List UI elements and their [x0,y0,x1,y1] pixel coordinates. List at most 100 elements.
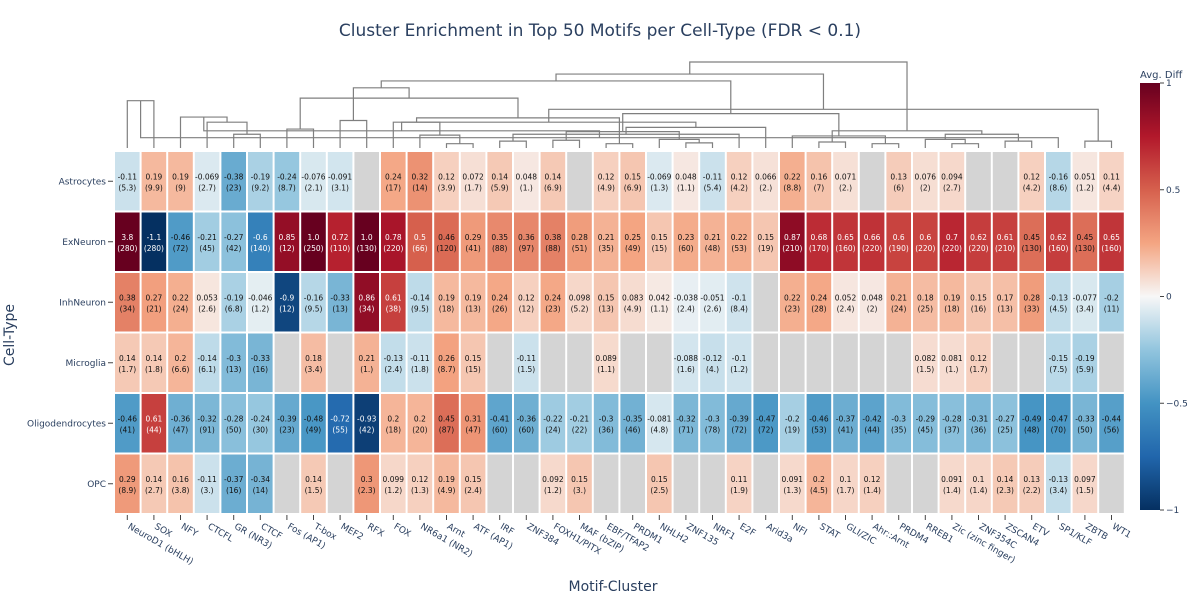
cell-value-label: -0.076 [301,172,325,181]
cell-value-label: -0.47 [756,414,776,423]
x-tick-label: STAT [817,522,841,542]
cell-count-label: (2.1) [305,183,323,192]
cell-value-label: 0.72 [332,233,349,242]
cell-value-label: -0.13 [1049,293,1069,302]
cell-count-label: (1.4) [863,486,881,495]
cell-value-label: 0.11 [731,475,748,484]
heatmap-cell [434,333,459,392]
cell-value-label: 0.16 [172,475,189,484]
x-tick-label: CTCFL [206,522,235,545]
cell-count-label: (14) [412,183,427,192]
chart-title: Cluster Enrichment in Top 50 Motifs per … [339,21,861,41]
cell-count-label: (2.6) [704,304,722,313]
cell-value-label: -0.42 [862,414,882,423]
heatmap-cell [647,273,672,332]
cell-count-label: (12) [279,304,294,313]
heatmap-cell [327,273,353,332]
cell-value-label: 0.12 [970,354,987,363]
colorbar-tick-label: 0.5 [1166,186,1180,196]
cell-value-label: 0.36 [518,233,535,242]
heatmap-cell [194,454,220,513]
cell-count-label: (4.9) [438,486,456,495]
cell-count-label: (33) [1024,304,1039,313]
cell-value-label: 1.0 [361,233,373,242]
cell-value-label: -0.39 [729,414,749,423]
cell-count-label: (2.4) [837,304,855,313]
heatmap-cell [301,454,326,513]
cell-value-label: -0.19 [1075,354,1095,363]
cell-count-label: (210) [782,244,802,253]
cell-count-label: (1.7) [970,365,988,374]
cell-count-label: (1.2) [730,365,748,374]
y-tick-label: InhNeuron [59,298,106,308]
cell-count-label: (3.9) [438,183,456,192]
cell-value-label: 0.66 [864,233,881,242]
cell-count-label: (280) [144,244,164,253]
cell-value-label: 0.15 [651,233,668,242]
cell-count-label: (9.5) [411,304,429,313]
heatmap-cell [833,394,858,453]
heatmap-cell [913,212,938,271]
cell-count-label: (36) [971,425,986,434]
heatmap-cell [992,333,1018,392]
cell-count-label: (19) [785,425,800,434]
cell-count-label: (5.9) [1076,365,1094,374]
cell-value-label: -0.051 [700,293,724,302]
cell-value-label: 0.22 [784,293,801,302]
cell-value-label: -0.2 [785,414,800,423]
heatmap-cell [753,333,778,392]
heatmap-cell [806,152,832,211]
dendrogram-link [339,119,368,148]
heatmap-cell [886,212,911,271]
cell-value-label: 0.87 [784,233,801,242]
heatmap-cell [673,454,699,513]
dendrogram-link [419,134,461,148]
heatmap-cell [221,394,246,453]
dendrogram-link [605,143,634,148]
heatmap-cell [460,394,486,453]
cell-value-label: -0.33 [1075,414,1095,423]
cell-count-label: (120) [436,244,456,253]
y-tick-label: ExNeuron [62,238,106,248]
heatmap-cell [753,273,778,332]
heatmap-cell [966,212,991,271]
cell-count-label: (4.9) [597,183,615,192]
heatmap-cell [141,212,167,271]
cell-count-label: (2.) [839,183,852,192]
heatmap-cell [859,333,885,392]
dendrogram-link [233,133,261,148]
heatmap-cell [168,394,193,453]
heatmap-cell [780,333,805,392]
cell-value-label: 0.86 [358,293,375,302]
cell-value-label: 0.076 [915,172,937,181]
cell-value-label: 0.32 [412,172,429,181]
cell-value-label: -0.088 [674,354,698,363]
heatmap-cell [859,394,885,453]
heatmap-cell [567,273,592,332]
heatmap-cell [301,394,326,453]
cell-count-label: (1.4) [943,486,961,495]
cell-value-label: -0.19 [224,293,244,302]
cell-count-label: (5.3) [118,183,136,192]
cell-value-label: 0.3 [361,475,373,484]
heatmap-cell [647,212,672,271]
cell-value-label: -0.93 [357,414,377,423]
heatmap-cell [780,454,805,513]
heatmap-cell [460,152,486,211]
heatmap-cell [460,212,486,271]
cell-count-label: (1.2) [251,304,269,313]
heatmap-cell [1072,333,1098,392]
cell-count-label: (15) [652,244,667,253]
cell-count-label: (160) [835,244,855,253]
y-tick-label: Microglia [66,359,106,369]
cell-count-label: (1.3) [411,486,429,495]
cell-count-label: (1.8) [145,365,163,374]
cell-count-label: (1.1) [650,304,668,313]
heatmap-cell [833,273,858,332]
heatmap-cell [620,273,645,332]
cell-count-label: (6.6) [172,365,190,374]
cell-value-label: 0.7 [946,233,958,242]
dendrogram-link [1004,140,1033,148]
cell-count-label: (110) [330,244,350,253]
cell-count-label: (11) [1104,304,1119,313]
